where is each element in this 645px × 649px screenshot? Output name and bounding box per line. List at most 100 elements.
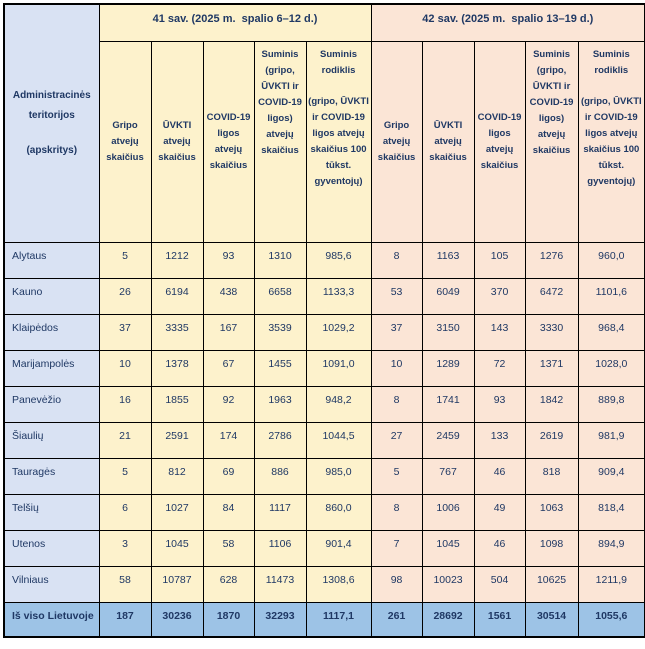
value-cell: 1063 bbox=[524, 493, 579, 531]
value-cell: 889,8 bbox=[577, 385, 645, 423]
value-cell: 812 bbox=[150, 457, 204, 495]
region-label: Alytaus bbox=[3, 241, 100, 279]
total-value-cell: 261 bbox=[370, 601, 423, 638]
region-label: Tauragės bbox=[3, 457, 100, 495]
total-value-cell: 30236 bbox=[150, 601, 204, 638]
rodiklis-header-title-w41: Suminis rodiklis bbox=[320, 48, 357, 76]
value-cell: 8 bbox=[370, 493, 423, 531]
col-header-uvkti-w41: ŪVKTI atvejų skaičius bbox=[150, 40, 204, 243]
value-cell: 2619 bbox=[524, 421, 579, 459]
value-cell: 1276 bbox=[524, 241, 579, 279]
value-cell: 6194 bbox=[150, 277, 204, 315]
value-cell: 3335 bbox=[150, 313, 204, 351]
col-header-gripo-w42: Gripo atvejų skaičius bbox=[370, 40, 423, 243]
total-value-cell: 30514 bbox=[524, 601, 579, 638]
region-label: Utenos bbox=[3, 529, 100, 567]
col-header-covid-w42: COVID-19 ligos atvejų skaičius bbox=[473, 40, 526, 243]
value-cell: 3330 bbox=[524, 313, 579, 351]
value-cell: 143 bbox=[473, 313, 526, 351]
value-cell: 69 bbox=[202, 457, 255, 495]
value-cell: 6049 bbox=[421, 277, 475, 315]
value-cell: 16 bbox=[98, 385, 152, 423]
table-row-marijampoles: Marijampolės 10 1378 67 1455 1091,0 10 1… bbox=[3, 349, 645, 387]
value-cell: 8 bbox=[370, 241, 423, 279]
value-cell: 960,0 bbox=[577, 241, 645, 279]
total-value-cell: 1561 bbox=[473, 601, 526, 638]
value-cell: 93 bbox=[202, 241, 255, 279]
col-header-gripo-w41: Gripo atvejų skaičius bbox=[98, 40, 152, 243]
region-label: Klaipėdos bbox=[3, 313, 100, 351]
value-cell: 370 bbox=[473, 277, 526, 315]
value-cell: 504 bbox=[473, 565, 526, 603]
value-cell: 72 bbox=[473, 349, 526, 387]
value-cell: 37 bbox=[370, 313, 423, 351]
value-cell: 818 bbox=[524, 457, 579, 495]
value-cell: 10 bbox=[370, 349, 423, 387]
col-header-suminis-w42: Suminis (gripo, ŪVKTI ir COVID-19 ligos)… bbox=[524, 40, 579, 243]
value-cell: 6658 bbox=[253, 277, 307, 315]
value-cell: 2786 bbox=[253, 421, 307, 459]
value-cell: 1842 bbox=[524, 385, 579, 423]
value-cell: 1028,0 bbox=[577, 349, 645, 387]
table-row-taurages: Tauragės 5 812 69 886 985,0 5 767 46 818… bbox=[3, 457, 645, 495]
table-row-klaipedos: Klaipėdos 37 3335 167 3539 1029,2 37 315… bbox=[3, 313, 645, 351]
value-cell: 3 bbox=[98, 529, 152, 567]
value-cell: 1045 bbox=[150, 529, 204, 567]
table-row-telsiu: Telšių 6 1027 84 1117 860,0 8 1006 49 10… bbox=[3, 493, 645, 531]
value-cell: 7 bbox=[370, 529, 423, 567]
value-cell: 1006 bbox=[421, 493, 475, 531]
value-cell: 628 bbox=[202, 565, 255, 603]
value-cell: 860,0 bbox=[305, 493, 372, 531]
value-cell: 894,9 bbox=[577, 529, 645, 567]
corner-header-line2: (apskritys) bbox=[26, 144, 78, 156]
value-cell: 167 bbox=[202, 313, 255, 351]
value-cell: 1029,2 bbox=[305, 313, 372, 351]
value-cell: 49 bbox=[473, 493, 526, 531]
value-cell: 1045 bbox=[421, 529, 475, 567]
table-row-kauno: Kauno 26 6194 438 6658 1133,3 53 6049 37… bbox=[3, 277, 645, 315]
value-cell: 92 bbox=[202, 385, 255, 423]
region-label: Telšių bbox=[3, 493, 100, 531]
value-cell: 968,4 bbox=[577, 313, 645, 351]
value-cell: 11473 bbox=[253, 565, 307, 603]
value-cell: 27 bbox=[370, 421, 423, 459]
value-cell: 67 bbox=[202, 349, 255, 387]
value-cell: 1133,3 bbox=[305, 277, 372, 315]
week42-header: 42 sav. (2025 m. spalio 13–19 d.) bbox=[370, 3, 645, 42]
table-row-alytaus: Alytaus 5 1212 93 1310 985,6 8 1163 105 … bbox=[3, 241, 645, 279]
corner-header-line1: Administracinės teritorijos bbox=[12, 89, 91, 121]
value-cell: 10625 bbox=[524, 565, 579, 603]
value-cell: 93 bbox=[473, 385, 526, 423]
value-cell: 1289 bbox=[421, 349, 475, 387]
region-label: Šiaulių bbox=[3, 421, 100, 459]
value-cell: 1044,5 bbox=[305, 421, 372, 459]
value-cell: 1106 bbox=[253, 529, 307, 567]
value-cell: 985,6 bbox=[305, 241, 372, 279]
corner-header-territories: Administracinės teritorijos (apskritys) bbox=[3, 3, 100, 243]
value-cell: 1310 bbox=[253, 241, 307, 279]
value-cell: 1098 bbox=[524, 529, 579, 567]
value-cell: 2591 bbox=[150, 421, 204, 459]
value-cell: 818,4 bbox=[577, 493, 645, 531]
value-cell: 1963 bbox=[253, 385, 307, 423]
value-cell: 1455 bbox=[253, 349, 307, 387]
value-cell: 10787 bbox=[150, 565, 204, 603]
value-cell: 901,4 bbox=[305, 529, 372, 567]
value-cell: 5 bbox=[98, 241, 152, 279]
value-cell: 1741 bbox=[421, 385, 475, 423]
value-cell: 1212 bbox=[150, 241, 204, 279]
value-cell: 53 bbox=[370, 277, 423, 315]
value-cell: 985,0 bbox=[305, 457, 372, 495]
value-cell: 1855 bbox=[150, 385, 204, 423]
value-cell: 174 bbox=[202, 421, 255, 459]
value-cell: 3539 bbox=[253, 313, 307, 351]
value-cell: 1101,6 bbox=[577, 277, 645, 315]
value-cell: 133 bbox=[473, 421, 526, 459]
col-header-covid-w41: COVID-19 ligos atvejų skaičius bbox=[202, 40, 255, 243]
value-cell: 21 bbox=[98, 421, 152, 459]
value-cell: 1211,9 bbox=[577, 565, 645, 603]
value-cell: 5 bbox=[98, 457, 152, 495]
region-label: Panevėžio bbox=[3, 385, 100, 423]
value-cell: 26 bbox=[98, 277, 152, 315]
value-cell: 438 bbox=[202, 277, 255, 315]
